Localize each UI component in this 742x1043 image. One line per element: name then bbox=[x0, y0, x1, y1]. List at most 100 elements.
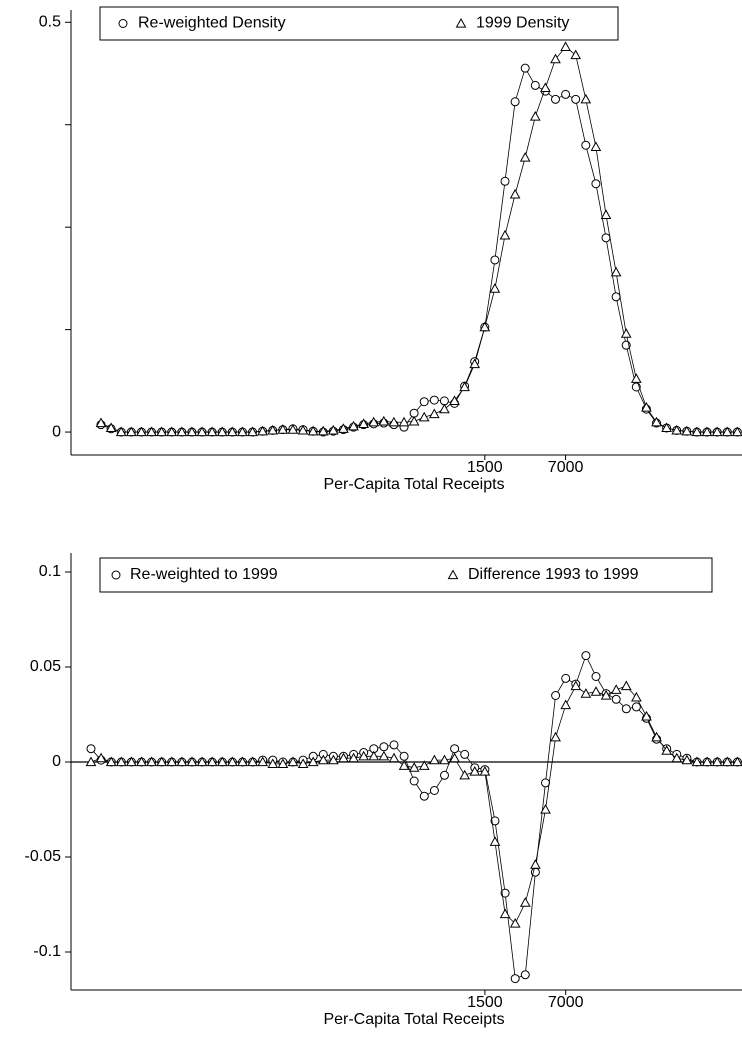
data-point bbox=[621, 704, 631, 714]
y-tick-label: 0 bbox=[52, 753, 61, 770]
data-point bbox=[479, 321, 491, 332]
data-point bbox=[541, 778, 550, 788]
data-point bbox=[651, 416, 662, 427]
data-point bbox=[439, 403, 450, 414]
data-point bbox=[641, 401, 652, 412]
data-point bbox=[500, 888, 510, 898]
data-point bbox=[95, 752, 107, 763]
legend-marker bbox=[111, 570, 121, 580]
y-tick-label: -0.05 bbox=[25, 848, 62, 865]
data-point bbox=[611, 694, 621, 704]
data-point bbox=[439, 754, 450, 765]
data-point bbox=[610, 266, 622, 277]
data-point bbox=[338, 423, 349, 433]
data-point bbox=[206, 426, 218, 437]
data-point bbox=[620, 328, 632, 338]
data-point bbox=[136, 426, 147, 437]
data-point bbox=[701, 426, 713, 437]
data-point bbox=[227, 756, 238, 767]
legend-label: Difference 1993 to 1999 bbox=[468, 566, 639, 583]
data-point bbox=[551, 94, 560, 104]
data-point bbox=[509, 917, 521, 928]
data-point bbox=[368, 750, 380, 761]
data-point bbox=[368, 416, 380, 427]
data-point bbox=[510, 974, 520, 984]
data-point bbox=[691, 426, 703, 437]
data-point bbox=[297, 758, 309, 768]
data-point bbox=[409, 776, 419, 786]
data-point bbox=[681, 425, 693, 436]
data-point bbox=[440, 770, 449, 780]
data-point bbox=[216, 426, 228, 437]
data-point bbox=[399, 751, 409, 761]
data-point bbox=[630, 373, 642, 383]
data-point bbox=[379, 742, 389, 752]
x-axis-title: Per-Capita Total Receipts bbox=[323, 1011, 504, 1028]
data-point bbox=[500, 176, 510, 186]
data-point bbox=[529, 111, 541, 121]
data-point bbox=[560, 41, 571, 51]
data-point bbox=[136, 756, 147, 767]
data-point bbox=[580, 93, 592, 104]
data-point bbox=[418, 760, 430, 770]
x-tick-label: 7000 bbox=[548, 459, 584, 476]
data-point bbox=[721, 756, 733, 767]
data-point bbox=[115, 756, 127, 767]
data-point bbox=[489, 283, 501, 293]
data-point bbox=[358, 418, 369, 428]
data-point bbox=[490, 816, 500, 826]
data-point bbox=[267, 424, 279, 435]
data-point bbox=[186, 426, 198, 437]
x-tick-label: 1500 bbox=[467, 459, 503, 476]
y-tick-label: 0.05 bbox=[30, 658, 61, 675]
data-point bbox=[389, 740, 399, 750]
data-point bbox=[459, 381, 470, 392]
data-point bbox=[459, 769, 471, 780]
data-point bbox=[95, 417, 107, 428]
data-point bbox=[125, 426, 137, 437]
data-point bbox=[600, 689, 612, 700]
data-point bbox=[449, 752, 460, 763]
legend-marker bbox=[455, 17, 467, 28]
legend-marker bbox=[447, 569, 459, 580]
data-point bbox=[156, 426, 167, 437]
data-point bbox=[378, 750, 390, 761]
data-point bbox=[509, 188, 521, 199]
series-line bbox=[100, 67, 738, 433]
data-point bbox=[247, 756, 258, 767]
data-point bbox=[206, 756, 218, 767]
data-point bbox=[550, 731, 561, 742]
data-point bbox=[257, 425, 268, 436]
y-tick-label: -0.1 bbox=[33, 943, 61, 960]
legend-label: Re-weighted to 1999 bbox=[130, 566, 278, 583]
data-point bbox=[519, 151, 531, 162]
data-point bbox=[469, 358, 481, 369]
data-point bbox=[378, 415, 390, 426]
data-point bbox=[681, 754, 693, 765]
data-point bbox=[237, 426, 248, 437]
data-point bbox=[591, 672, 601, 681]
data-point bbox=[287, 756, 299, 767]
data-point bbox=[176, 756, 188, 767]
data-point bbox=[631, 691, 642, 702]
data-point bbox=[570, 49, 582, 60]
data-point bbox=[651, 731, 662, 742]
data-point bbox=[146, 426, 157, 437]
data-point bbox=[277, 424, 289, 434]
data-point bbox=[105, 422, 117, 433]
legend-marker bbox=[118, 19, 128, 28]
data-point bbox=[499, 229, 511, 240]
data-point bbox=[490, 255, 500, 265]
data-point bbox=[328, 754, 339, 765]
x-axis-title: Per-Capita Total Receipts bbox=[323, 476, 504, 493]
data-point bbox=[348, 752, 359, 763]
data-point bbox=[115, 426, 127, 437]
data-point bbox=[418, 411, 430, 422]
data-point bbox=[166, 426, 178, 437]
data-point bbox=[327, 424, 339, 435]
data-point bbox=[237, 756, 248, 767]
data-point bbox=[581, 651, 591, 661]
data-point bbox=[530, 80, 540, 90]
data-point bbox=[196, 426, 208, 437]
